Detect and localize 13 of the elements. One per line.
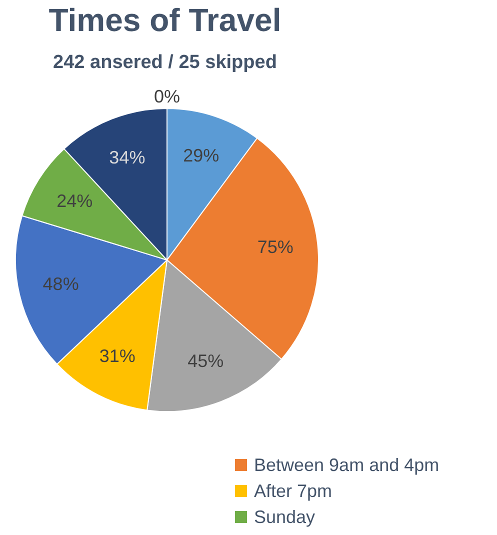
chart-title: Times of Travel [48,2,282,39]
legend-label: Sunday [254,506,316,528]
chart-subtitle: 242 ansered / 25 skipped [52,52,278,74]
data-label: 48% [42,274,79,294]
text: 0% [154,86,180,106]
data-label: 31% [99,346,136,366]
legend-label: Between 9am and 4pm [254,454,440,476]
data-label: 24% [56,191,93,212]
legend-label: After 7pm [254,480,332,502]
data-label: 75% [257,237,294,258]
data-label: 45% [188,350,224,371]
data-label: 34% [109,147,146,168]
data-label: 29% [183,145,220,166]
